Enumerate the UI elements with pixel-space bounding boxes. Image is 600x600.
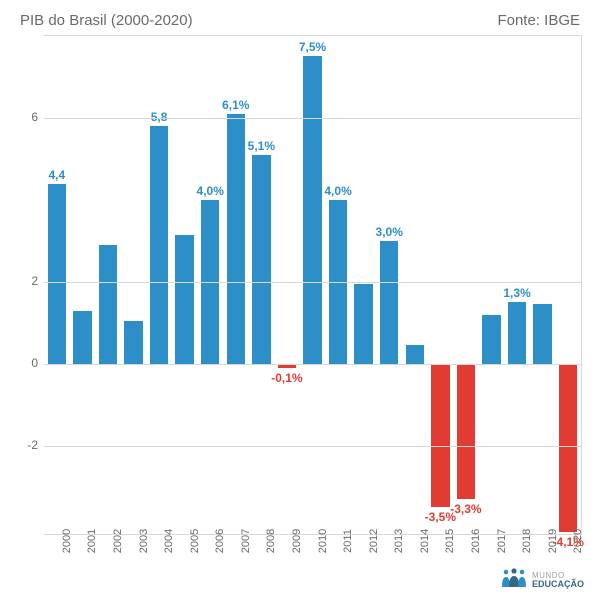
x-tick: 2016 [470, 529, 482, 553]
bar [150, 126, 168, 364]
chart-container: PIB do Brasil (2000-2020) Fonte: IBGE -2… [0, 0, 600, 600]
bar-value-label: 3,0% [376, 225, 403, 239]
brand-text: MUNDO EDUCAÇÃO [532, 572, 584, 589]
x-tick: 2018 [521, 529, 533, 553]
y-tick: 6 [31, 110, 38, 124]
bar [354, 284, 372, 364]
y-tick: 2 [31, 274, 38, 288]
x-tick: 2015 [444, 529, 456, 553]
bar [559, 364, 577, 532]
gridline [44, 446, 581, 447]
x-tick: 2009 [291, 529, 303, 553]
bar [406, 345, 424, 363]
bar [252, 155, 270, 364]
x-tick: 2007 [240, 529, 252, 553]
bar-value-label: 1,3% [503, 286, 530, 300]
y-tick: -2 [27, 438, 38, 452]
gridline [44, 118, 581, 119]
bars-layer: 4,45,84,0%6,1%5,1%-0,1%7,5%4,0%3,0%-3,5%… [44, 36, 581, 534]
bar [457, 364, 475, 499]
y-axis: -2 0 2 6 [14, 35, 42, 535]
x-tick: 2002 [112, 529, 124, 553]
plot-area: -2026 4,45,84,0%6,1%5,1%-0,1%7,5%4,0%3,0… [14, 35, 586, 535]
x-tick: 2019 [547, 529, 559, 553]
chart-source: Fonte: IBGE [497, 12, 580, 29]
bar-value-label: 7,5% [299, 40, 326, 54]
x-tick: 2013 [393, 529, 405, 553]
x-tick: 2000 [61, 529, 73, 553]
bar [73, 311, 91, 364]
bar [124, 321, 142, 364]
bar [175, 235, 193, 364]
bar [227, 114, 245, 364]
people-icon [500, 567, 528, 594]
x-tick: 2003 [138, 529, 150, 553]
x-tick: 2011 [342, 529, 354, 553]
x-tick: 2012 [368, 529, 380, 553]
x-tick: 2020 [572, 529, 584, 553]
y-tick: 0 [31, 356, 38, 370]
gridline [44, 364, 581, 365]
x-tick: 2014 [419, 529, 431, 553]
x-tick: 2001 [86, 529, 98, 553]
bar [99, 245, 117, 364]
chart-header: PIB do Brasil (2000-2020) Fonte: IBGE [14, 12, 586, 29]
brand-bottom: EDUCAÇÃO [532, 580, 584, 589]
bar [508, 302, 526, 363]
x-tick: 2017 [496, 529, 508, 553]
x-tick: 2004 [163, 529, 175, 553]
bar [303, 56, 321, 363]
bar-value-label: 4,0% [324, 184, 351, 198]
grid-area: 4,45,84,0%6,1%5,1%-0,1%7,5%4,0%3,0%-3,5%… [44, 35, 582, 535]
bar-value-label: 4,0% [197, 184, 224, 198]
bar-value-label: 5,1% [248, 139, 275, 153]
x-tick: 2010 [317, 529, 329, 553]
chart-title: PIB do Brasil (2000-2020) [20, 12, 193, 29]
bar [431, 364, 449, 507]
x-tick: 2008 [265, 529, 277, 553]
bar-value-label: -3,3% [450, 502, 481, 516]
brand-logo: MUNDO EDUCAÇÃO [500, 567, 584, 594]
bar [533, 304, 551, 363]
bar [380, 241, 398, 364]
x-tick: 2006 [214, 529, 226, 553]
bar-value-label: 6,1% [222, 98, 249, 112]
bar [48, 184, 66, 364]
gridline [44, 282, 581, 283]
bar-value-label: -0,1% [271, 371, 302, 385]
x-tick: 2005 [189, 529, 201, 553]
bar [482, 315, 500, 364]
bar-value-label: 4,4 [48, 168, 65, 182]
x-axis: 2000200120022003200420052006200720082009… [44, 535, 582, 569]
